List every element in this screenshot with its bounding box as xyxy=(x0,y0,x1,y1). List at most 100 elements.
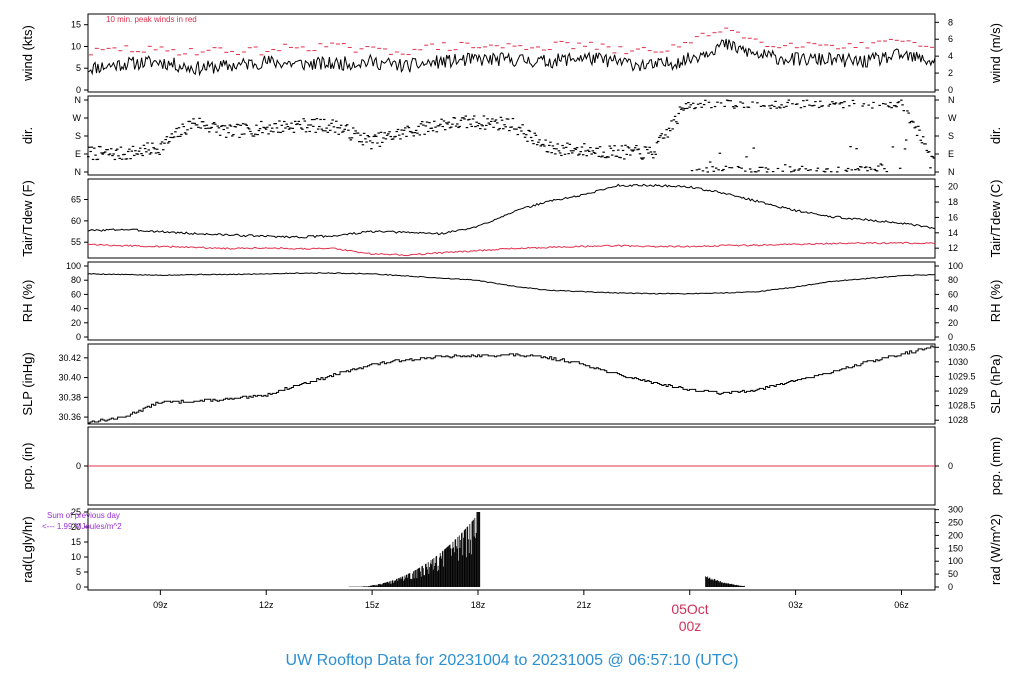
tdew-series-line xyxy=(88,241,936,257)
wind-right-tick-label: 2 xyxy=(948,68,953,78)
temp-right-tick-label: 18 xyxy=(948,197,958,207)
slp-right-tick-label: 1030.5 xyxy=(948,342,976,352)
rad-left-tick-label: 25 xyxy=(71,507,81,517)
dir-right-tick-label: N xyxy=(948,95,955,105)
x-axis-tick-label: 21z xyxy=(577,600,592,610)
slp-left-tick-label: 30.36 xyxy=(58,412,81,422)
temp-right-tick-label: 16 xyxy=(948,212,958,222)
slp-left-tick-label: 30.42 xyxy=(58,353,81,363)
dir-right-label: dir. xyxy=(988,127,1003,144)
slp-right-tick-label: 1030 xyxy=(948,357,968,367)
x-axis-tick-label: 18z xyxy=(471,600,486,610)
rad-right-tick-label: 100 xyxy=(948,556,963,566)
rh-left-tick-label: 40 xyxy=(71,304,81,314)
wind-left-tick-label: 0 xyxy=(76,85,81,95)
slp-left-tick-label: 30.40 xyxy=(58,373,81,383)
temp-right-tick-label: 20 xyxy=(948,182,958,192)
rad-right-tick-label: 250 xyxy=(948,518,963,528)
dir-series xyxy=(87,99,936,173)
temp-panel-frame xyxy=(87,178,936,259)
wind-left-tick-label: 15 xyxy=(71,20,81,30)
dir-left-tick-label: W xyxy=(73,113,82,123)
rh-left-label: RH (%) xyxy=(20,280,35,323)
dir-left-tick-label: E xyxy=(75,149,81,159)
wind-right-tick-label: 4 xyxy=(948,51,953,61)
rh-series-line xyxy=(87,272,936,295)
rad-right-tick-label: 300 xyxy=(948,505,963,515)
rad-left-tick-label: 0 xyxy=(76,582,81,592)
rad-right-tick-label: 150 xyxy=(948,543,963,553)
x-axis-tick-label: 06z xyxy=(894,600,909,610)
rh-left-tick-label: 80 xyxy=(71,275,81,285)
temp-right-tick-label: 14 xyxy=(948,228,958,238)
slp-series-line xyxy=(88,345,936,424)
wind-right-tick-label: 8 xyxy=(948,17,953,27)
pcp-right-label: pcp. (mm) xyxy=(988,437,1003,496)
pcp-left-tick-label: 0 xyxy=(76,461,81,471)
slp-right-tick-label: 1029.5 xyxy=(948,371,976,381)
rad-left-tick-label: 5 xyxy=(76,567,81,577)
date-label: 05Oct xyxy=(671,601,708,617)
temp-left-tick-label: 55 xyxy=(71,237,81,247)
wind-right-tick-label: 0 xyxy=(948,85,953,95)
x-axis-tick-label: 12z xyxy=(259,600,274,610)
wind-left-label: wind (kts) xyxy=(20,25,35,82)
rad-right-tick-label: 50 xyxy=(948,569,958,579)
rh-left-tick-label: 60 xyxy=(71,289,81,299)
temp-left-tick-label: 60 xyxy=(71,216,81,226)
dir-left-label: dir. xyxy=(20,127,35,144)
dir-panel-frame xyxy=(87,95,936,176)
rh-left-tick-label: 100 xyxy=(66,261,81,271)
dir-left-tick-label: S xyxy=(75,131,81,141)
wind-right-label: wind (m/s) xyxy=(988,23,1003,84)
wind-panel-frame xyxy=(87,13,936,93)
rad-right-tick-label: 200 xyxy=(948,530,963,540)
rad-panel-frame xyxy=(87,508,936,591)
wind-series-line xyxy=(87,38,936,77)
temp-right-tick-label: 12 xyxy=(948,243,958,253)
rad-note-line2: <--- 1.99 MJoules/m^2 xyxy=(42,522,122,531)
rh-left-tick-label: 0 xyxy=(76,332,81,342)
dir-left-tick-label: N xyxy=(75,95,82,105)
slp-left-label: SLP (inHg) xyxy=(20,352,35,415)
wind-left-tick-label: 5 xyxy=(76,63,81,73)
rad-left-label: rad(Lgly/hr) xyxy=(20,516,35,582)
wind-note: 10 min. peak winds in red xyxy=(106,15,197,24)
wind-left-tick-label: 10 xyxy=(71,41,81,51)
rad-note-line1: Sum of previous day xyxy=(47,511,120,520)
dir-right-tick-label: S xyxy=(948,131,954,141)
tair-series-line xyxy=(87,183,936,239)
wind-gust-series xyxy=(88,27,935,56)
panel-content xyxy=(87,27,936,587)
temp-left-label: Tair/Tdew (F) xyxy=(20,180,35,257)
x-axis-tick-label: 09z xyxy=(153,600,168,610)
rad-left-tick-label: 20 xyxy=(71,522,81,532)
rad-right-label: rad (W/m^2) xyxy=(988,514,1003,585)
panel-frames xyxy=(87,13,936,591)
temp-right-label: Tair/Tdew (C) xyxy=(988,179,1003,257)
rh-panel-frame xyxy=(87,261,936,341)
rad-series xyxy=(348,512,745,587)
rad-left-tick-label: 10 xyxy=(71,552,81,562)
temp-left-tick-label: 65 xyxy=(71,194,81,204)
slp-right-tick-label: 1028 xyxy=(948,415,968,425)
rh-right-tick-label: 60 xyxy=(948,289,958,299)
slp-right-label: SLP (hPa) xyxy=(988,354,1003,414)
slp-panel-frame xyxy=(87,343,936,425)
rh-right-tick-label: 40 xyxy=(948,304,958,314)
dir-left-tick-label: N xyxy=(75,167,82,177)
rh-right-tick-label: 20 xyxy=(948,318,958,328)
wind-right-tick-label: 6 xyxy=(948,34,953,44)
rh-right-tick-label: 80 xyxy=(948,275,958,285)
rh-right-tick-label: 100 xyxy=(948,261,963,271)
pcp-right-tick-label: 0 xyxy=(948,461,953,471)
slp-right-tick-label: 1028.5 xyxy=(948,401,976,411)
rh-right-label: RH (%) xyxy=(988,280,1003,323)
slp-left-tick-label: 30.38 xyxy=(58,392,81,402)
dir-right-tick-label: W xyxy=(948,113,957,123)
rad-left-tick-label: 15 xyxy=(71,537,81,547)
rh-left-tick-label: 20 xyxy=(71,318,81,328)
pcp-left-label: pcp. (in) xyxy=(20,443,35,490)
